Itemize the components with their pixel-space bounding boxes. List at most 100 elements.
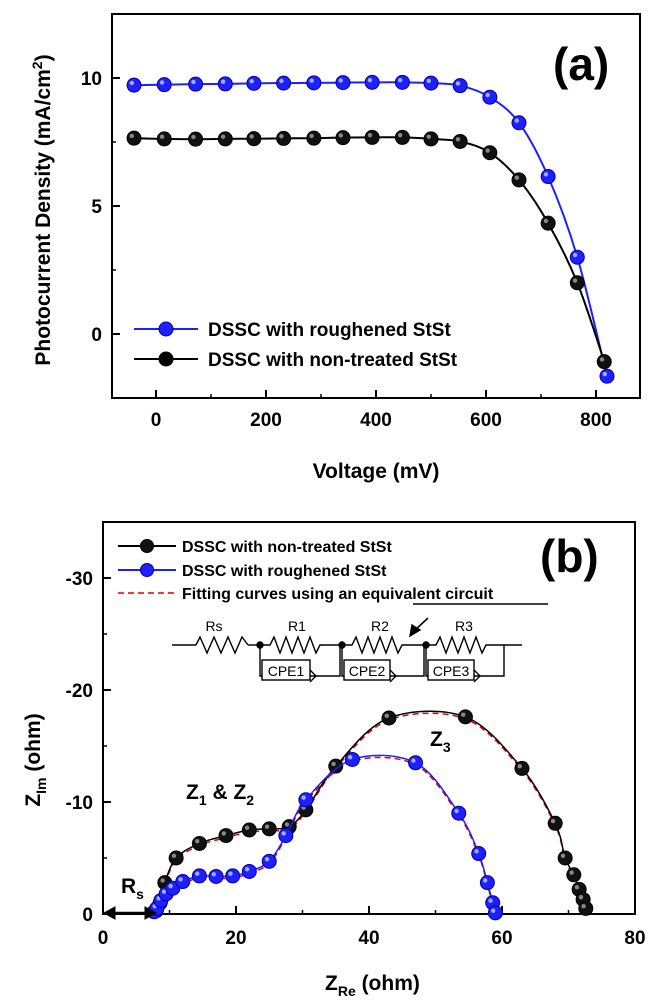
chart-a-data-point-0-highlight: [543, 172, 549, 177]
chart-a-data-point-1: [246, 131, 262, 147]
chart-b-data-point-1-highlight: [195, 871, 200, 876]
chart-b-data-point-0-highlight: [384, 713, 389, 718]
chart-a: 0 200 400 600 800 0 5 10 (a) Voltage (mV) Phot…: [29, 13, 641, 483]
chart-b-x-axis-title-unit: (ohm): [356, 972, 420, 995]
circuit-label-cpe2: CPE2: [349, 663, 386, 679]
circuit-label-cpe3: CPE3: [433, 663, 470, 679]
chart-b-data-point-1-highlight: [474, 849, 479, 854]
chart-a-data-point-0-highlight: [279, 78, 284, 84]
chart-a-data-point-0: [394, 74, 410, 90]
chart-a-data-point-1: [394, 129, 410, 145]
annotation-z1-z2-mid: & Z: [207, 781, 247, 804]
chart-b-data-point-0: [547, 815, 563, 831]
chart-b-data-point-1: [175, 874, 191, 890]
chart-b-data-point-1-highlight: [490, 908, 496, 913]
chart-b-y-tick-label: 0: [82, 905, 93, 926]
chart-a-data-point-1-highlight: [485, 148, 490, 153]
chart-a-data-point-0-highlight: [455, 81, 461, 86]
chart-b-data-point-0: [566, 867, 582, 883]
chart-b-x-tick-label: 0: [98, 928, 109, 949]
chart-b-data-point-1: [487, 905, 503, 921]
chart-a-data-point-1: [335, 130, 351, 146]
chart-b-y-tick-label: -30: [66, 569, 93, 590]
chart-b-data-point-0: [241, 822, 257, 838]
chart-b-data-point-0-highlight: [284, 822, 290, 827]
chart-b-x-tick-label: 40: [358, 928, 379, 949]
chart-a-data-point-1: [364, 129, 380, 145]
chart-b-data-point-1: [278, 828, 294, 844]
chart-b-y-axis-title-sub: Im: [33, 777, 49, 793]
chart-a-data-point-0-highlight: [602, 371, 607, 377]
chart-a-data-point-0-highlight: [367, 77, 373, 83]
circuit-label-rs: Rs: [205, 618, 222, 634]
circuit-cpe1-symbol: [309, 669, 317, 683]
chart-a-data-point-1-highlight: [514, 175, 519, 180]
annotation-z3-sub: 3: [443, 739, 451, 755]
chart-b-data-point-0-highlight: [221, 831, 227, 836]
chart-a-data-point-1: [156, 131, 172, 147]
chart-a-y-ticks: 0 5 10: [81, 69, 120, 346]
chart-b-data-point-1: [408, 755, 424, 771]
chart-b-data-point-1: [241, 863, 257, 879]
chart-a-data-point-1: [482, 145, 498, 161]
chart-a-data-point-0: [482, 89, 498, 105]
chart-a-data-point-0: [217, 76, 233, 92]
chart-b-data-point-1: [344, 751, 360, 767]
chart-a-data-point-1-highlight: [426, 134, 431, 139]
chart-a-data-point-1-highlight: [129, 133, 134, 139]
circuit-resistor-r3: [426, 635, 504, 655]
rs-arrow-head-right: [144, 906, 158, 920]
chart-b-x-axis-title-sub: Re: [338, 983, 356, 999]
chart-b-data-point-1-highlight: [264, 856, 270, 862]
annotation-rs-main: R: [121, 875, 136, 898]
chart-a-data-point-1: [540, 215, 556, 231]
chart-a-data-point-1: [569, 275, 585, 291]
chart-a-data-point-0-highlight: [426, 78, 431, 84]
chart-b-data-point-0: [191, 835, 207, 851]
chart-a-x-tick-label: 200: [250, 410, 282, 431]
chart-b-data-point-1-highlight: [454, 808, 459, 814]
chart-a-y-axis-title: Photocurrent Density (mA/cm2): [29, 54, 55, 365]
chart-a-data-point-1-highlight: [220, 134, 226, 139]
chart-a-data-point-1: [596, 354, 612, 370]
chart-b-data-point-1: [298, 792, 314, 808]
chart-a-data-point-0-highlight: [514, 118, 519, 123]
chart-b-x-axis-title-main: Z: [325, 972, 338, 995]
chart-b-data-point-0: [218, 828, 234, 844]
annotation-z1-z2-sub1: 1: [199, 792, 207, 808]
chart-b-data-point-0-highlight: [171, 853, 177, 858]
legend-a-marker-nontreated: [158, 351, 174, 367]
chart-a-y-axis-title-main: Photocurrent Density (mA/cm: [32, 69, 55, 365]
legend-a-marker-roughened: [158, 321, 174, 337]
circuit-pointer-arrowhead: [409, 623, 422, 638]
chart-b: 0 20 40 60 80 0-10-20-30 (b) ZRe (ohm) ZIm (…: [22, 521, 646, 999]
chart-a-data-point-0: [569, 249, 585, 265]
chart-b-data-point-0: [261, 821, 277, 837]
chart-a-legend: DSSC with roughened StSt DSSC with non-t…: [134, 320, 458, 371]
chart-a-data-point-0-highlight: [220, 79, 226, 84]
chart-b-series-line-1: [153, 754, 497, 914]
chart-a-series: [126, 74, 615, 384]
chart-b-data-point-1-highlight: [482, 878, 488, 883]
circuit-label-r1: R1: [288, 618, 306, 634]
chart-a-data-point-0: [306, 75, 322, 91]
chart-a-data-point-1-highlight: [309, 133, 314, 139]
chart-a-x-tick-label: 400: [360, 410, 392, 431]
chart-a-data-point-0-highlight: [338, 78, 343, 83]
chart-a-data-point-1: [306, 130, 322, 146]
chart-a-data-point-0-highlight: [485, 92, 490, 98]
chart-b-data-point-0-highlight: [264, 824, 270, 829]
chart-a-data-point-1: [423, 131, 439, 147]
chart-a-data-point-1-highlight: [191, 134, 196, 140]
chart-b-data-point-1: [191, 868, 207, 884]
chart-b-series: [146, 709, 594, 921]
chart-b-data-point-1-highlight: [411, 758, 416, 763]
chart-a-data-point-1-highlight: [279, 134, 284, 139]
chart-a-data-point-1-highlight: [599, 357, 605, 362]
chart-b-data-point-1-highlight: [168, 883, 173, 889]
chart-a-data-point-0-highlight: [572, 252, 578, 258]
chart-b-y-axis-title: ZIm (ohm): [22, 713, 49, 806]
chart-a-data-point-0: [599, 368, 615, 384]
chart-b-data-point-0: [168, 850, 184, 866]
